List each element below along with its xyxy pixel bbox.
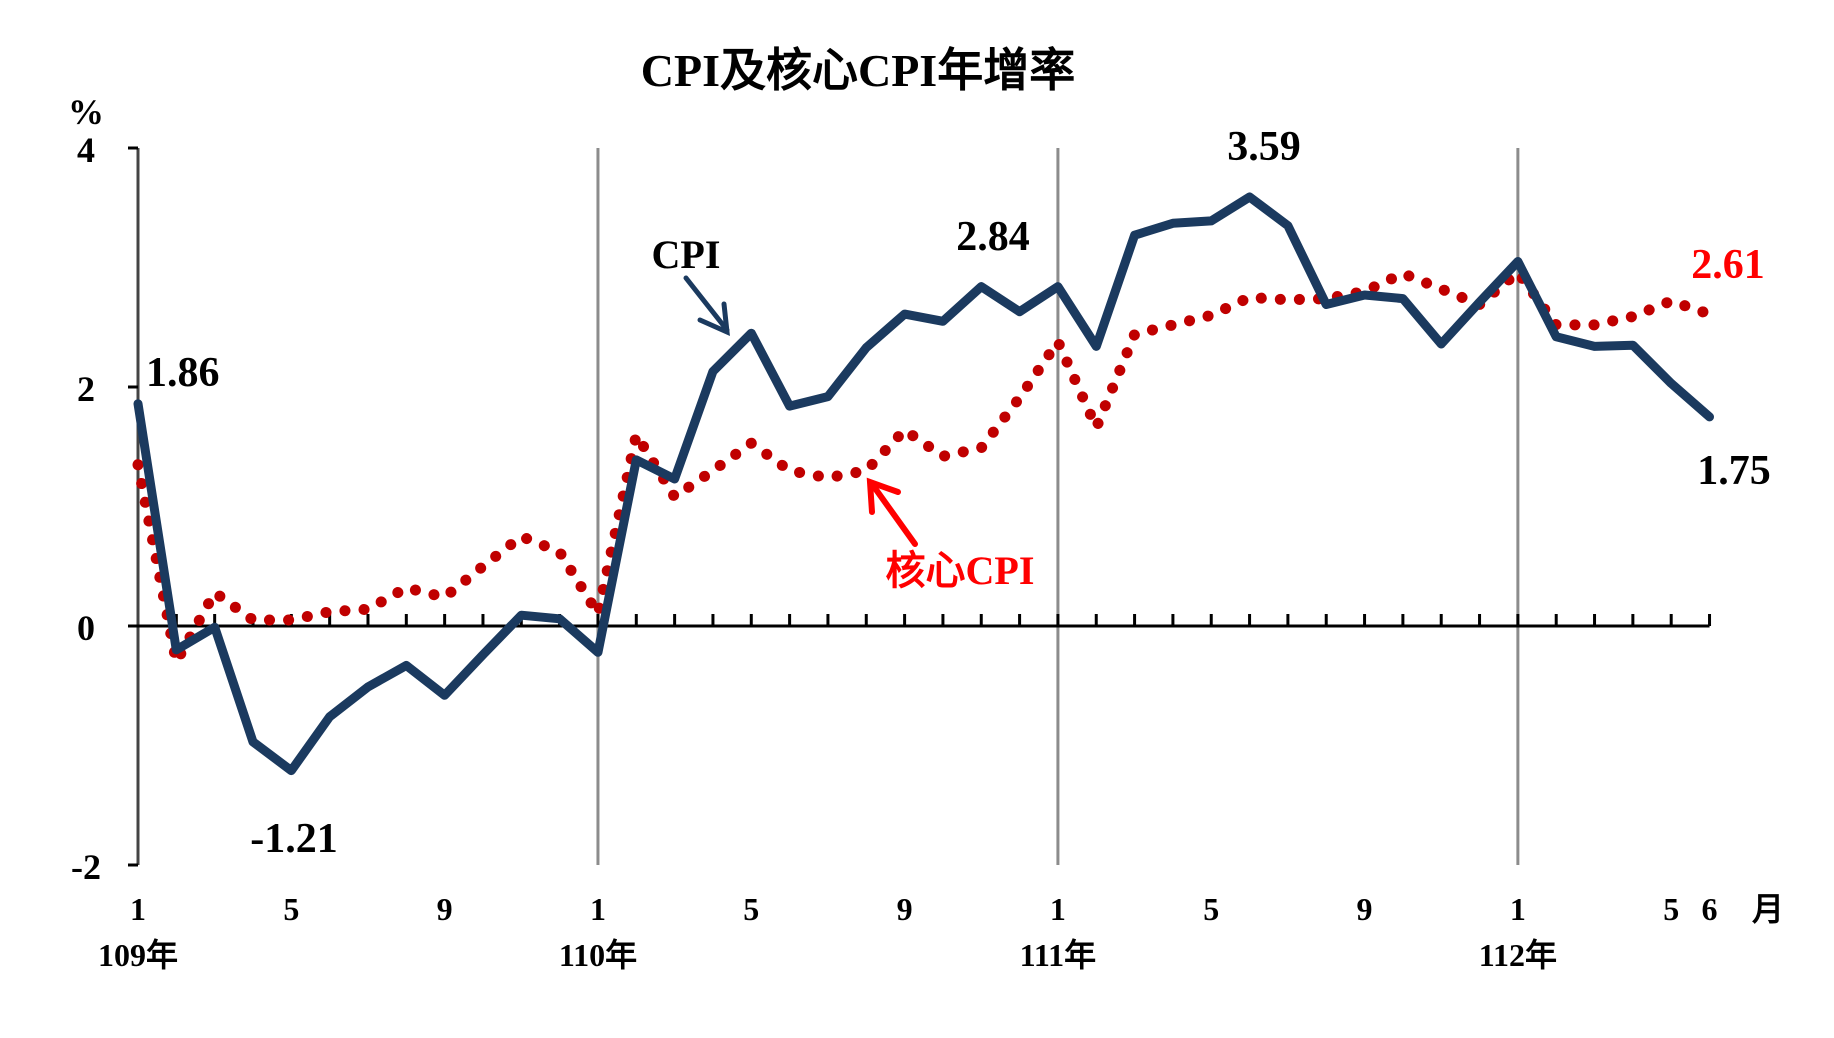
core-cpi-arrow-icon xyxy=(866,477,918,547)
cpi-arrow-icon xyxy=(683,275,730,337)
x-month-label: 5 xyxy=(283,891,299,927)
cpi-series-label: CPI xyxy=(652,232,721,277)
annotation-cpi-109-1: 1.86 xyxy=(146,350,220,396)
y-axis-ticks: 4 2 0 -2 xyxy=(71,130,138,887)
core-cpi-series-label: 核心CPI xyxy=(886,548,1035,593)
cpi-series xyxy=(133,192,1714,776)
annotation-cpi-112-6: 1.75 xyxy=(1697,448,1771,494)
x-month-label: 1 xyxy=(1510,891,1526,927)
y-tick-label: 4 xyxy=(77,130,95,170)
x-month-label: 1 xyxy=(130,891,146,927)
x-month-label: 5 xyxy=(1203,891,1219,927)
y-tick-label: -2 xyxy=(71,847,101,887)
x-year-label: 112年 xyxy=(1479,937,1557,973)
x-year-label: 110年 xyxy=(559,937,637,973)
y-axis-unit: % xyxy=(68,92,104,132)
core-cpi-series xyxy=(132,266,1715,668)
x-axis-unit: 月 xyxy=(1752,891,1784,927)
x-month-label: 9 xyxy=(897,891,913,927)
axes xyxy=(128,148,1710,865)
x-month-label: 6 xyxy=(1702,891,1718,927)
y-tick-label: 2 xyxy=(77,369,95,409)
x-month-label: 9 xyxy=(437,891,453,927)
chart-title: CPI及核心CPI年增率 xyxy=(641,45,1075,96)
annotation-cpi-109-5: -1.21 xyxy=(250,816,338,862)
annotation-cpi-111-6: 3.59 xyxy=(1227,124,1301,170)
y-tick-label: 0 xyxy=(77,608,95,648)
x-year-label: 111年 xyxy=(1020,937,1096,973)
annotation-core-112-6: 2.61 xyxy=(1691,242,1765,288)
core-cpi-line xyxy=(132,266,1715,668)
year-dividers xyxy=(596,148,1520,865)
x-month-label: 5 xyxy=(743,891,759,927)
x-month-label: 5 xyxy=(1663,891,1679,927)
annotation-cpi-110-11: 2.84 xyxy=(956,214,1030,260)
x-month-label: 1 xyxy=(1050,891,1066,927)
x-month-label: 9 xyxy=(1357,891,1373,927)
x-year-label: 109年 xyxy=(98,937,178,973)
cpi-line xyxy=(133,192,1714,776)
x-month-label: 1 xyxy=(590,891,606,927)
